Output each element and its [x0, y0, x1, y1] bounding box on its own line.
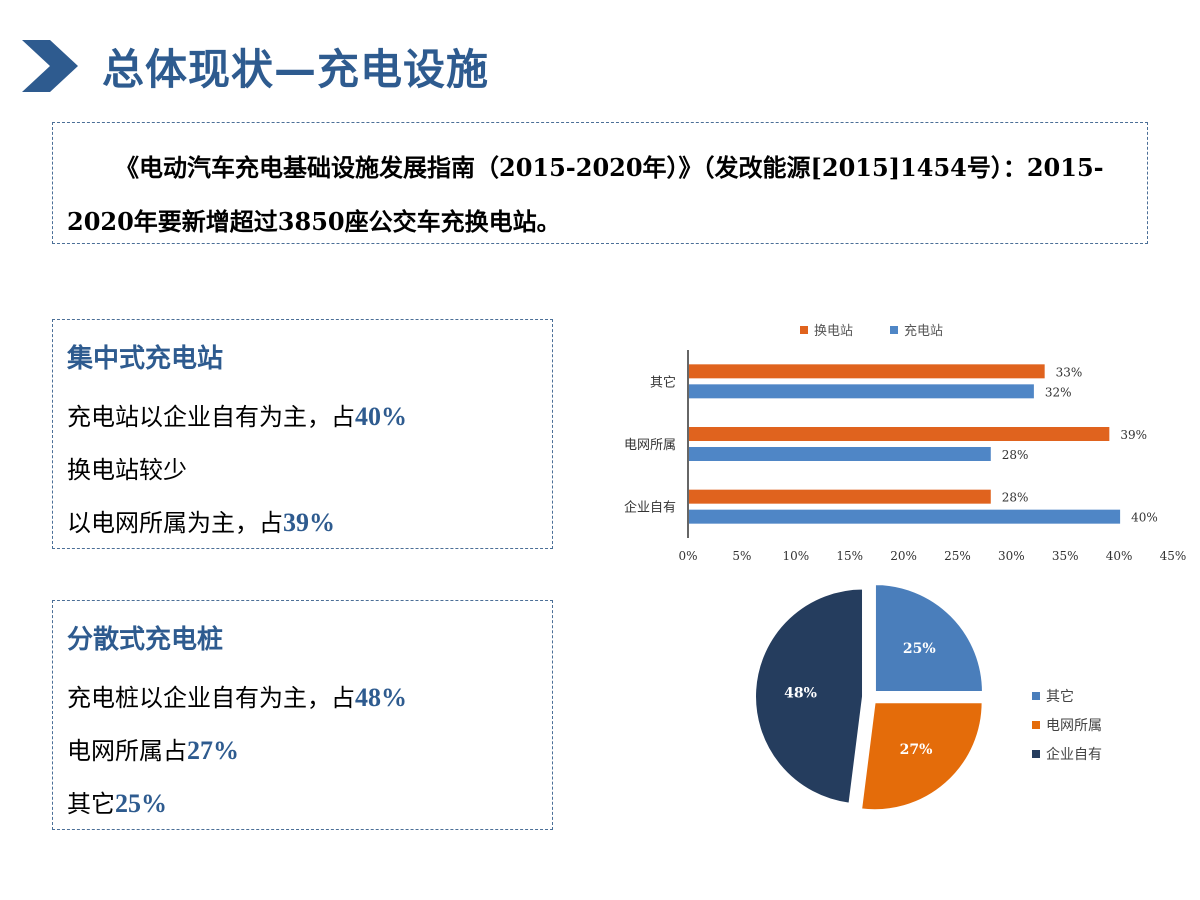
distributed-pile-heading: 分散式充电桩	[67, 625, 224, 655]
distributed-pile-lines: 充电桩以企业自有为主，占48% 电网所属占27% 其它25%	[67, 671, 407, 830]
pie-slice	[859, 701, 984, 812]
x-tick-label: 5%	[732, 549, 751, 563]
intro-text: 《电动汽车充电基础设施发展指南（2015-2020年）》（发改能源[2015]1…	[67, 153, 1104, 236]
central-station-lines: 充电站以企业自有为主，占40% 换电站较少 以电网所属为主，占39%	[67, 390, 407, 549]
y-tick-label: 电网所属	[624, 438, 676, 453]
bar	[689, 509, 1121, 524]
bar	[689, 489, 991, 504]
legend-label: 其它	[1046, 688, 1074, 705]
list-item: 电网所属占27%	[67, 736, 239, 765]
legend-label: 企业自有	[1046, 746, 1102, 763]
list-item: 其它25%	[67, 789, 167, 818]
pie-data-label: 27%	[900, 742, 933, 758]
central-station-heading: 集中式充电站	[67, 344, 224, 374]
data-label: 39%	[1120, 428, 1147, 442]
data-label: 32%	[1045, 385, 1072, 399]
data-label: 28%	[1002, 448, 1029, 462]
legend-label: 电网所属	[1046, 718, 1102, 734]
x-tick-label: 45%	[1160, 549, 1187, 563]
pie-chart: 25% 其它 27% 电网所属 48% 企业自有	[754, 585, 1102, 812]
y-tick-label: 其它	[650, 374, 676, 390]
bar	[689, 427, 1110, 441]
x-tick-label: 10%	[782, 549, 809, 563]
x-tick-label: 15%	[836, 549, 863, 563]
distributed-pile-box: 分散式充电桩 充电桩以企业自有为主，占48% 电网所属占27% 其它25%	[52, 600, 553, 830]
page-title: 总体现状—充电设施	[102, 45, 490, 94]
x-tick-label: 30%	[998, 549, 1025, 563]
y-tick-label: 企业自有	[624, 500, 676, 516]
legend-swatch	[1032, 721, 1040, 729]
list-item: 充电站以企业自有为主，占40%	[67, 402, 407, 431]
bar	[689, 364, 1045, 379]
pie-slice	[754, 587, 865, 805]
x-tick-label: 35%	[1052, 549, 1079, 563]
pie-data-label: 25%	[903, 641, 936, 657]
pie-slice	[873, 585, 984, 694]
list-item: 充电桩以企业自有为主，占48%	[67, 683, 407, 712]
data-label: 28%	[1002, 491, 1029, 505]
chevron-icon	[22, 40, 78, 92]
central-station-box: 集中式充电站 充电站以企业自有为主，占40% 换电站较少 以电网所属为主，占39…	[52, 319, 553, 549]
bar	[689, 384, 1034, 399]
bar-chart: 换电站 充电站 0% 5% 10% 15% 20% 25% 30% 35% 40% 45% 其它 33% 3…	[624, 323, 1187, 563]
list-item: 换电站较少	[67, 456, 187, 484]
legend-swatch	[890, 326, 898, 334]
legend-label: 充电站	[904, 323, 943, 339]
bar	[689, 447, 991, 461]
x-tick-label: 25%	[944, 549, 971, 563]
data-label: 40%	[1131, 511, 1158, 525]
legend-swatch	[1032, 750, 1040, 758]
pie-data-label: 48%	[784, 686, 817, 702]
intro-box: 《电动汽车充电基础设施发展指南（2015-2020年）》（发改能源[2015]1…	[52, 122, 1148, 244]
legend-swatch	[1032, 692, 1040, 700]
data-label: 33%	[1056, 365, 1083, 379]
legend-swatch	[800, 326, 808, 334]
list-item: 以电网所属为主，占39%	[67, 508, 335, 537]
x-tick-label: 20%	[890, 549, 917, 563]
legend-label: 换电站	[814, 324, 853, 339]
x-tick-label: 40%	[1106, 549, 1133, 563]
x-tick-label: 0%	[678, 549, 697, 563]
